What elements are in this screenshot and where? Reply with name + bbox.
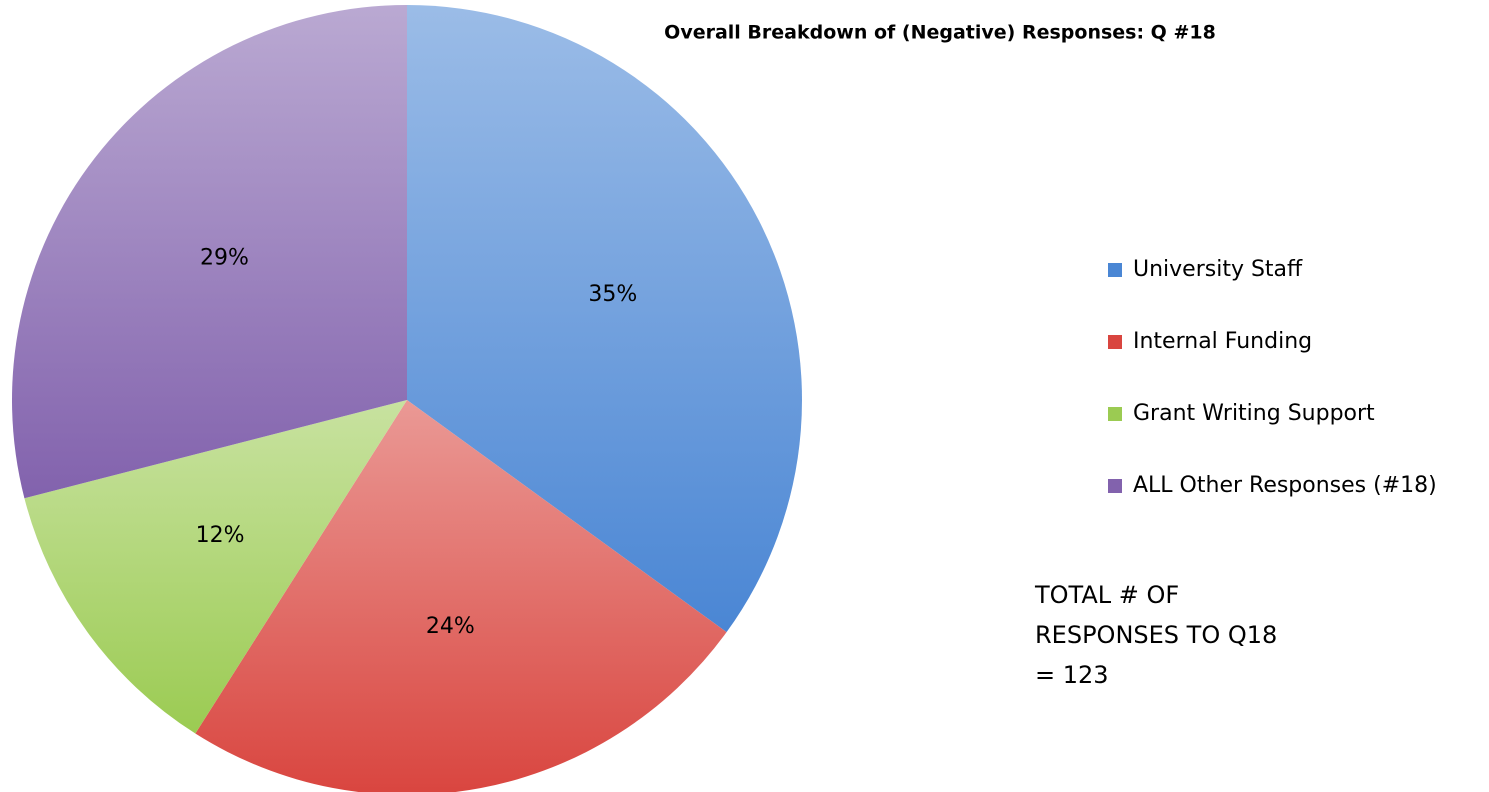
legend-swatch — [1108, 407, 1122, 421]
data-label: 29% — [200, 245, 249, 270]
legend-label: ALL Other Responses (#18) — [1133, 473, 1437, 498]
data-label: 24% — [426, 614, 475, 639]
data-label: 12% — [196, 523, 245, 548]
pie-slice — [11, 5, 408, 499]
annotation: = 123 — [1035, 661, 1109, 689]
chart-title: Overall Breakdown of (Negative) Response… — [664, 22, 1216, 44]
annotation: TOTAL # OF — [1034, 581, 1179, 609]
data-label: 35% — [588, 282, 637, 307]
legend-swatch — [1108, 479, 1122, 493]
legend-label: Grant Writing Support — [1133, 401, 1375, 426]
pie-slice — [407, 5, 802, 633]
legend-label: University Staff — [1133, 257, 1303, 282]
pie-slice — [24, 400, 408, 734]
pie-slice — [195, 400, 727, 792]
annotation: RESPONSES TO Q18 — [1035, 621, 1277, 649]
legend-swatch — [1108, 335, 1122, 349]
legend-swatch — [1108, 263, 1122, 277]
legend-label: Internal Funding — [1133, 329, 1312, 354]
